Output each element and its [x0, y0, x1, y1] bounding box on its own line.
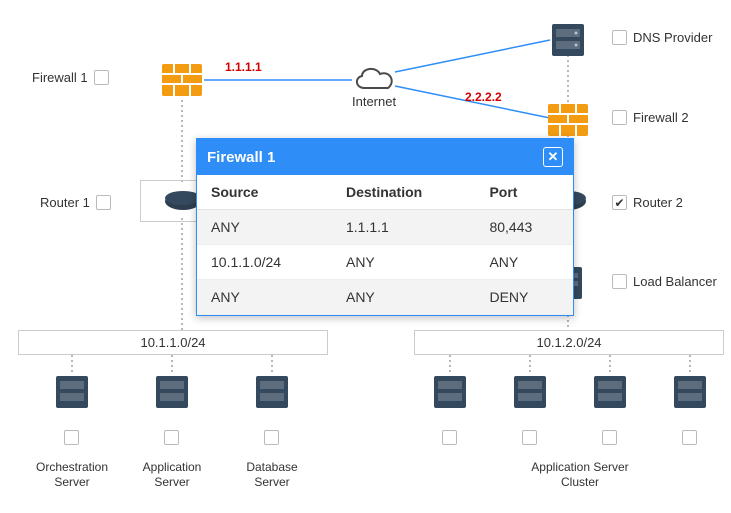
loadbalancer-checkbox[interactable]	[612, 274, 627, 289]
internet-label: Internet	[352, 94, 396, 109]
cluster-server-2-checkbox[interactable]	[522, 430, 537, 445]
subnet-right: 10.1.2.0/24	[414, 330, 724, 355]
server-orchestration-checkbox[interactable]	[64, 430, 79, 445]
dns-label: DNS Provider	[633, 30, 712, 45]
server-database-icon[interactable]	[250, 370, 294, 417]
table-row: ANY 1.1.1.1 80,443	[197, 210, 573, 245]
firewall-rules-popup: Firewall 1 ✕ Source Destination Port ANY…	[196, 138, 574, 316]
dns-icon[interactable]	[546, 18, 590, 62]
router2-checkbox[interactable]: ✔	[612, 195, 627, 210]
loadbalancer-label: Load Balancer	[633, 274, 717, 289]
router2-label: Router 2	[633, 195, 683, 210]
router1-label: Router 1	[40, 195, 90, 210]
server-application-checkbox[interactable]	[164, 430, 179, 445]
cluster-server-3-checkbox[interactable]	[602, 430, 617, 445]
table-row: ANY ANY DENY	[197, 280, 573, 315]
ip-firewall2: 2.2.2.2	[465, 90, 502, 104]
popup-close-button[interactable]: ✕	[543, 147, 563, 167]
cluster-server-1-checkbox[interactable]	[442, 430, 457, 445]
server-database-label: Database Server	[227, 460, 317, 490]
dns-checkbox[interactable]	[612, 30, 627, 45]
ip-firewall1: 1.1.1.1	[225, 60, 262, 74]
node-firewall2: Firewall 2	[612, 110, 689, 125]
firewall1-icon[interactable]	[160, 58, 204, 102]
firewall-rules-table: Source Destination Port ANY 1.1.1.1 80,4…	[197, 175, 573, 315]
col-source: Source	[197, 175, 332, 210]
firewall2-label: Firewall 2	[633, 110, 689, 125]
subnet-left: 10.1.1.0/24	[18, 330, 328, 355]
server-application-label: Application Server	[127, 460, 217, 490]
node-firewall1: Firewall 1	[32, 70, 109, 85]
server-orchestration-label: Orchestration Server	[27, 460, 117, 490]
cluster-label: Application Server Cluster	[520, 460, 640, 490]
firewall2-checkbox[interactable]	[612, 110, 627, 125]
server-application-icon[interactable]	[150, 370, 194, 417]
router1-checkbox[interactable]	[96, 195, 111, 210]
node-loadbalancer: Load Balancer	[612, 274, 717, 289]
firewall1-checkbox[interactable]	[94, 70, 109, 85]
node-router2: ✔ Router 2	[612, 195, 683, 210]
firewall1-label: Firewall 1	[32, 70, 88, 85]
col-destination: Destination	[332, 175, 475, 210]
firewall2-icon[interactable]	[546, 98, 590, 142]
node-router1: Router 1	[40, 195, 111, 210]
table-row: 10.1.1.0/24 ANY ANY	[197, 245, 573, 280]
node-dns: DNS Provider	[612, 30, 712, 45]
cluster-server-3-icon[interactable]	[588, 370, 632, 417]
popup-header: Firewall 1 ✕	[197, 139, 573, 175]
cluster-server-4-icon[interactable]	[668, 370, 712, 417]
cluster-server-4-checkbox[interactable]	[682, 430, 697, 445]
popup-title: Firewall 1	[207, 149, 275, 166]
server-orchestration-icon[interactable]	[50, 370, 94, 417]
server-database-checkbox[interactable]	[264, 430, 279, 445]
col-port: Port	[475, 175, 573, 210]
cluster-server-2-icon[interactable]	[508, 370, 552, 417]
cluster-server-1-icon[interactable]	[428, 370, 472, 417]
